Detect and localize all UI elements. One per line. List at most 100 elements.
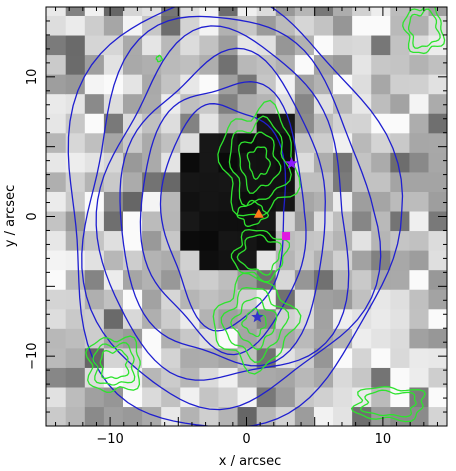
- image-pixel: [332, 308, 353, 329]
- image-pixel: [351, 113, 372, 134]
- image-pixel: [217, 132, 238, 153]
- image-pixel: [217, 210, 238, 232]
- image-pixel: [103, 171, 123, 192]
- image-pixel: [65, 230, 85, 251]
- image-pixel: [313, 113, 334, 134]
- image-pixel: [217, 347, 238, 368]
- image-pixel: [256, 191, 276, 212]
- image-pixel: [65, 34, 85, 56]
- image-pixel: [313, 386, 334, 408]
- image-pixel: [389, 210, 410, 232]
- image-pixel: [65, 74, 85, 95]
- image-pixel: [236, 406, 257, 426]
- image-pixel: [65, 308, 85, 329]
- image-pixel: [198, 230, 219, 251]
- image-pixel: [370, 34, 391, 56]
- image-pixel: [332, 269, 353, 290]
- blue-contours: [67, 7, 404, 426]
- image-pixel: [84, 269, 104, 290]
- image-pixel: [351, 93, 372, 114]
- image-pixel: [351, 269, 372, 290]
- image-pixel: [198, 15, 219, 36]
- image-pixel: [65, 132, 85, 153]
- image-pixel: [408, 191, 429, 212]
- image-pixel: [294, 230, 314, 251]
- image-pixel: [103, 74, 123, 95]
- image-pixel: [103, 93, 123, 114]
- image-pixel: [179, 113, 200, 134]
- image-pixel: [217, 406, 238, 426]
- image-pixel: [179, 250, 200, 271]
- image-pixel: [122, 152, 143, 173]
- image-pixel: [294, 54, 314, 75]
- green-contour-level: [236, 199, 270, 228]
- image-pixel: [198, 308, 219, 329]
- image-pixel: [294, 406, 314, 426]
- image-pixel: [332, 328, 353, 349]
- image-pixel: [46, 7, 66, 16]
- image-pixel: [427, 269, 447, 290]
- image-pixel: [103, 347, 123, 368]
- image-pixel: [122, 230, 143, 251]
- image-pixel: [408, 15, 429, 36]
- image-pixel: [427, 347, 447, 368]
- image-pixel: [160, 54, 181, 75]
- image-pixel: [160, 230, 181, 251]
- image-pixel: [275, 34, 295, 56]
- image-pixel: [141, 328, 162, 349]
- image-pixel: [275, 308, 295, 329]
- image-pixel: [370, 132, 391, 153]
- image-pixel: [275, 7, 295, 16]
- image-pixel: [122, 210, 143, 232]
- image-pixel: [427, 250, 447, 271]
- image-pixel: [141, 250, 162, 271]
- image-pixel: [65, 406, 85, 426]
- image-pixel: [351, 132, 372, 153]
- image-pixel: [103, 191, 123, 212]
- image-pixel: [351, 406, 372, 426]
- image-pixel: [332, 250, 353, 271]
- image-pixel: [332, 74, 353, 95]
- image-pixel: [351, 347, 372, 368]
- blue-contour-level: [119, 47, 326, 367]
- image-pixel: [408, 347, 429, 368]
- image-pixel: [179, 7, 200, 16]
- green-contours: [85, 7, 446, 423]
- image-pixel: [370, 210, 391, 232]
- image-pixel: [122, 171, 143, 192]
- image-pixel: [179, 132, 200, 153]
- blue-contour-level: [67, 7, 404, 426]
- image-pixel: [351, 328, 372, 349]
- image-pixel: [65, 386, 85, 408]
- image-pixel: [294, 210, 314, 232]
- grayscale-image: [46, 7, 447, 426]
- image-pixel: [332, 54, 353, 75]
- source-markers: [251, 156, 298, 323]
- image-pixel: [46, 328, 66, 349]
- image-pixel: [294, 93, 314, 114]
- image-pixel: [65, 152, 85, 173]
- image-pixel: [427, 34, 447, 56]
- image-pixel: [389, 386, 410, 408]
- image-pixel: [313, 250, 334, 271]
- image-pixel: [332, 132, 353, 153]
- y-tick-label: −10: [25, 342, 40, 369]
- image-pixel: [313, 308, 334, 329]
- image-pixel: [160, 93, 181, 114]
- image-pixel: [179, 269, 200, 290]
- image-pixel: [179, 328, 200, 349]
- image-pixel: [103, 54, 123, 75]
- image-pixel: [389, 93, 410, 114]
- image-pixel: [160, 34, 181, 56]
- image-pixel: [46, 367, 66, 388]
- image-pixel: [160, 386, 181, 408]
- image-pixel: [313, 406, 334, 426]
- image-pixel: [84, 250, 104, 271]
- image-pixel: [198, 347, 219, 368]
- y-tick-label: 10: [25, 69, 40, 86]
- image-pixel: [256, 7, 276, 16]
- green-contour-level: [350, 386, 426, 423]
- image-pixel: [198, 113, 219, 134]
- image-pixel: [122, 93, 143, 114]
